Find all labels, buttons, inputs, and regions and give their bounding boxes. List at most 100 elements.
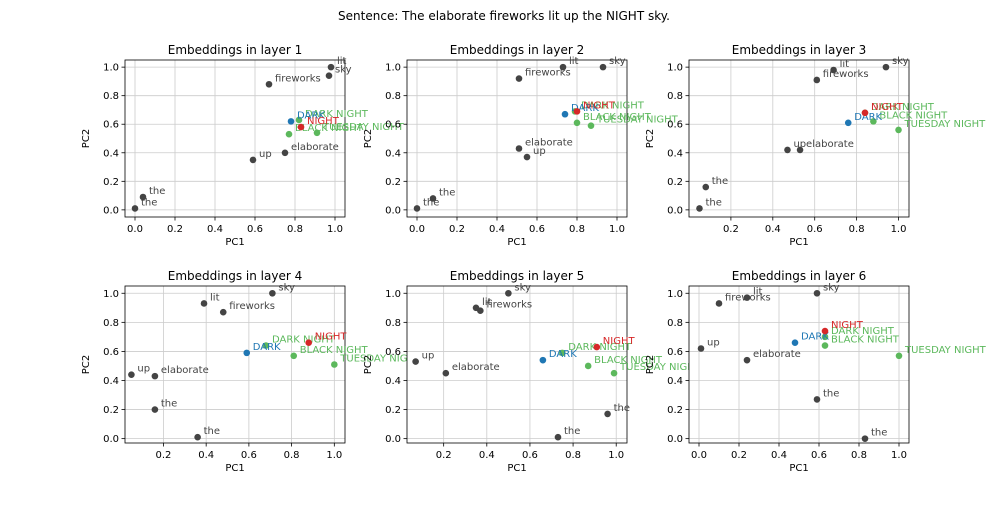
y-tick-label: 0.0 <box>385 205 401 216</box>
y-tick-label: 1.0 <box>667 289 683 300</box>
point-tuesday-night <box>895 352 903 360</box>
point-tuesday-night <box>587 122 595 129</box>
y-axis-label: PC2 <box>81 129 92 148</box>
axes-frame <box>688 285 910 444</box>
point-fireworks <box>265 80 273 88</box>
y-tick-label: 0.8 <box>103 91 119 102</box>
point-label: DARK <box>571 103 599 114</box>
point-night <box>861 109 869 117</box>
x-tick-label: 0.8 <box>287 224 303 235</box>
point-night <box>593 343 601 351</box>
y-axis-label: PC2 <box>645 129 656 148</box>
y-tick-label: 1.0 <box>103 63 119 74</box>
point-the <box>554 433 562 441</box>
point-fireworks <box>477 307 484 315</box>
point-label: DARK <box>801 332 829 343</box>
y-tick-label: 0.4 <box>103 376 119 387</box>
point-sky <box>599 63 607 71</box>
x-axis-label: PC1 <box>789 237 808 248</box>
point-label: NIGHT <box>603 336 636 347</box>
point-label: up <box>533 146 546 157</box>
point-dark-night <box>262 342 270 349</box>
subplot-title: Embeddings in layer 3 <box>732 43 866 57</box>
axes-frame <box>688 59 910 218</box>
axes-frame <box>124 59 346 218</box>
y-tick-label: 1.0 <box>103 289 119 300</box>
point-elaborate <box>796 146 804 154</box>
y-tick-label: 0.4 <box>385 148 401 159</box>
point-lit <box>559 63 567 71</box>
point-label: DARK <box>253 342 281 353</box>
point-night <box>573 108 581 115</box>
point-label: DARK NIGHT <box>831 326 895 337</box>
point-up <box>784 146 791 154</box>
point-label: NIGHT <box>831 320 864 331</box>
point-lit <box>830 66 837 74</box>
point-dark <box>287 118 295 125</box>
point-sky <box>882 63 890 71</box>
x-tick-label: 0.4 <box>479 450 495 461</box>
point-label: elaborate <box>806 139 854 150</box>
point-black-night <box>573 119 581 127</box>
x-axis-label: PC1 <box>507 463 526 474</box>
point-the <box>861 435 869 442</box>
point-the <box>429 195 437 202</box>
y-tick-label: 0.0 <box>103 434 119 445</box>
point-label: the <box>204 426 220 437</box>
point-label: DARK NIGHT <box>871 102 935 113</box>
subplot-title: Embeddings in layer 6 <box>732 269 866 283</box>
subplot-layer-6: 0.0 0.2 0.4 0.6 0.8 1.0 0.0 0.2 0.4 0.6 0.8 1.0 Embe… <box>645 269 987 474</box>
axes-frame <box>406 59 628 218</box>
y-tick-label: 0.6 <box>103 120 119 131</box>
point-label: TUESDAY NIGHT <box>322 122 405 133</box>
x-axis-label: PC1 <box>789 463 808 474</box>
y-tick-label: 0.8 <box>667 318 683 329</box>
point-label: sky <box>823 282 840 293</box>
point-label: the <box>614 403 630 414</box>
point-label: DARK <box>549 349 577 360</box>
y-tick-label: 1.0 <box>385 289 401 300</box>
x-tick-label: 0.0 <box>409 224 425 235</box>
point-label: elaborate <box>452 362 500 373</box>
y-tick-label: 0.8 <box>103 318 119 329</box>
point-label: sky <box>892 56 909 67</box>
x-axis-label: PC1 <box>507 237 526 248</box>
point-label: up <box>137 364 150 375</box>
plot-area <box>125 286 345 443</box>
point-the <box>702 183 710 191</box>
point-label: lit <box>569 56 579 67</box>
point-label: the <box>141 197 157 208</box>
point-the <box>139 193 147 201</box>
x-tick-label: 0.8 <box>569 224 585 235</box>
point-label: TUESDAY NIGHT <box>904 119 987 130</box>
point-label: sky <box>278 282 295 293</box>
point-up <box>128 371 135 378</box>
x-tick-label: 0.8 <box>284 450 300 461</box>
y-tick-label: 0.8 <box>667 91 683 102</box>
point-label: lit <box>753 287 763 298</box>
point-the <box>413 205 421 212</box>
point-fireworks <box>813 76 821 84</box>
y-tick-label: 0.8 <box>385 91 401 102</box>
subplot-layer-1: 0.0 0.2 0.4 0.6 0.8 1.0 0.0 0.2 0.4 0.6 0.8 1.0 Embe… <box>81 43 405 248</box>
y-axis-label: PC2 <box>645 355 656 374</box>
y-tick-label: 0.0 <box>103 205 119 216</box>
point-label: DARK NIGHT <box>272 335 336 346</box>
point-tuesday-night <box>610 369 618 377</box>
y-tick-label: 0.2 <box>385 405 401 416</box>
point-dark <box>791 339 799 346</box>
y-tick-label: 0.4 <box>667 148 683 159</box>
point-tuesday-night <box>895 126 902 134</box>
point-label: elaborate <box>291 142 339 153</box>
point-dark <box>243 349 251 357</box>
point-night <box>821 327 829 335</box>
point-label: NIGHT <box>871 102 904 113</box>
point-the <box>194 433 201 441</box>
x-tick-label: 0.2 <box>449 224 465 235</box>
y-tick-label: 0.0 <box>667 205 683 216</box>
point-label: lit <box>337 56 347 67</box>
x-tick-label: 0.6 <box>807 224 823 235</box>
point-the <box>813 396 821 403</box>
point-label: up <box>793 139 806 150</box>
